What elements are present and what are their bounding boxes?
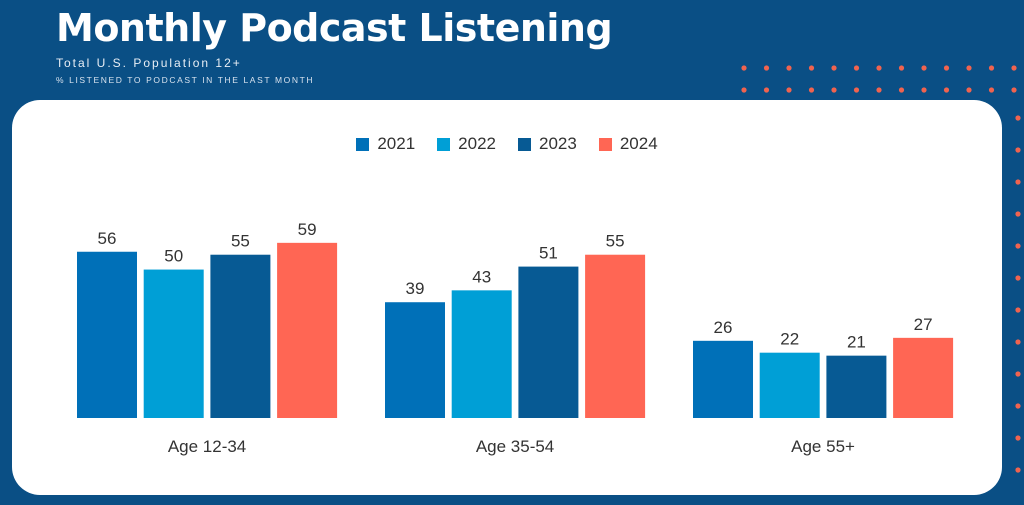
category-label: Age 35-54 xyxy=(476,437,554,456)
decorative-dot xyxy=(1015,371,1021,377)
bar-value-label: 55 xyxy=(606,232,625,251)
decorative-dot xyxy=(853,87,860,93)
legend-swatch xyxy=(356,137,370,151)
decorative-dot xyxy=(1011,65,1017,71)
decorative-dot xyxy=(853,65,860,71)
decorative-dot xyxy=(943,65,950,71)
bar-value-label: 55 xyxy=(231,232,250,251)
decorative-dot xyxy=(1015,211,1021,217)
legend-label: 2022 xyxy=(458,134,496,153)
decorative-dot xyxy=(763,65,770,71)
metric-caption: % LISTENED TO PODCAST IN THE LAST MONTH xyxy=(56,75,315,85)
bar-2021-1 xyxy=(385,302,445,418)
legend-swatch xyxy=(598,137,612,151)
decorative-dot xyxy=(786,65,792,71)
decorative-dot xyxy=(876,87,882,93)
decorative-dot xyxy=(1015,339,1021,345)
decorative-dot xyxy=(876,65,882,71)
bar-value-label: 39 xyxy=(406,279,425,298)
legend-item-2021: 2021 xyxy=(356,134,415,154)
decorative-dot xyxy=(1015,179,1021,185)
legend-label: 2024 xyxy=(619,134,658,153)
decorative-dot xyxy=(741,65,747,71)
legend-item-2022: 2022 xyxy=(437,134,496,154)
decorative-dot xyxy=(1015,467,1021,473)
bar-value-label: 43 xyxy=(472,267,491,286)
bar-2021-2 xyxy=(693,340,753,418)
decorative-dot xyxy=(1015,435,1021,441)
decorative-side-dots xyxy=(1015,115,1021,473)
bar-2023-2 xyxy=(826,355,887,418)
decorative-dot xyxy=(1015,115,1021,121)
category-label: Age 55+ xyxy=(791,437,855,456)
bar-value-label: 59 xyxy=(298,220,317,239)
decorative-dot xyxy=(808,65,815,71)
bar-2023-0 xyxy=(210,254,271,418)
decorative-dot-grid xyxy=(741,65,1017,93)
decorative-dot xyxy=(1015,275,1021,281)
bar-chart: 56 50 55 59 Age 12-34 39 43 51 55 Age 35-54 26 22 21… xyxy=(77,220,954,456)
decorative-dot xyxy=(988,87,995,93)
legend-swatch xyxy=(437,137,451,151)
bar-value-label: 21 xyxy=(847,333,866,352)
legend-label: 2023 xyxy=(539,134,577,153)
bar-2023-1 xyxy=(518,266,579,418)
decorative-dot xyxy=(898,87,905,93)
decorative-dot xyxy=(831,65,837,71)
decorative-dot xyxy=(763,87,770,93)
decorative-dot xyxy=(898,65,905,71)
decorative-dot xyxy=(831,87,837,93)
legend-label: 2021 xyxy=(377,134,416,153)
decorative-dot xyxy=(1015,147,1021,153)
chart-legend: 2021 2022 2023 2024 xyxy=(12,134,1002,154)
legend-item-2024: 2024 xyxy=(598,134,658,154)
decorative-dot xyxy=(1015,243,1021,249)
page-title: Monthly Podcast Listening xyxy=(56,6,613,50)
bar-2021-0 xyxy=(77,251,137,418)
bar-2022-2 xyxy=(759,352,820,418)
page-subtitle: Total U.S. Population 12+ xyxy=(56,56,242,70)
decorative-dot xyxy=(921,65,927,71)
decorative-dot xyxy=(1011,87,1017,93)
bar-2024-0 xyxy=(277,242,338,418)
bar-value-label: 50 xyxy=(164,247,183,266)
decorative-dot xyxy=(786,87,792,93)
decorative-dot xyxy=(988,65,995,71)
decorative-dot xyxy=(921,87,927,93)
bar-value-label: 26 xyxy=(714,318,733,337)
chart-panel: 2021 2022 2023 2024 56 50 55 59 Age 12-34 39 43 51… xyxy=(12,100,1002,495)
category-label: Age 12-34 xyxy=(168,437,246,456)
decorative-dot xyxy=(966,87,972,93)
bar-2024-1 xyxy=(585,254,646,418)
bar-value-label: 56 xyxy=(98,229,117,248)
decorative-dot xyxy=(741,87,747,93)
bar-value-label: 22 xyxy=(780,330,799,349)
decorative-dot xyxy=(1015,307,1021,313)
legend-item-2023: 2023 xyxy=(518,134,577,154)
bar-2022-1 xyxy=(451,290,512,418)
legend-swatch xyxy=(518,137,531,151)
bar-value-label: 51 xyxy=(539,244,558,263)
bar-2024-2 xyxy=(893,337,954,418)
decorative-dot xyxy=(808,87,815,93)
bar-value-label: 27 xyxy=(914,315,933,334)
bar-2022-0 xyxy=(143,269,204,418)
decorative-dot xyxy=(1015,403,1021,409)
decorative-dot xyxy=(966,65,972,71)
decorative-dot xyxy=(943,87,950,93)
